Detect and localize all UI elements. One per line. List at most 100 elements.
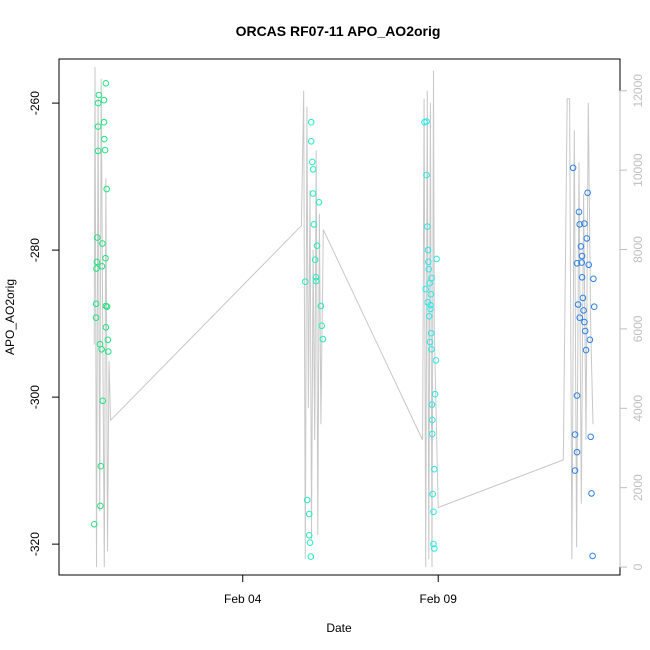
data-point (302, 278, 309, 286)
data-point (427, 305, 434, 313)
data-point (578, 274, 586, 281)
data-point (433, 255, 440, 263)
data-point (571, 431, 579, 438)
data-point (579, 294, 587, 302)
y2-tick-label: 0 (631, 563, 645, 570)
data-point (312, 274, 320, 281)
data-point (309, 190, 317, 197)
data-point (430, 508, 437, 516)
data-point (425, 265, 433, 273)
data-point (428, 401, 436, 408)
data-point (303, 496, 311, 504)
data-point (574, 301, 582, 308)
y-tick-label: -320 (28, 532, 42, 556)
data-point (431, 390, 439, 398)
data-point (97, 462, 105, 470)
y2-tick-label: 6000 (631, 315, 645, 342)
data-point (576, 221, 584, 228)
y2-tick-label: 10000 (631, 153, 645, 187)
data-point (98, 263, 106, 270)
data-point (424, 246, 432, 254)
data-point (99, 397, 107, 405)
data-point (587, 433, 595, 441)
data-point (93, 258, 101, 266)
series-4 (569, 164, 598, 560)
data-point (311, 256, 319, 264)
data-point (94, 147, 102, 155)
data-point (310, 221, 318, 228)
data-point (104, 336, 112, 344)
x-tick-label: Feb 04 (224, 592, 262, 606)
data-point (306, 539, 314, 547)
data-point (585, 261, 593, 269)
data-point (429, 430, 436, 438)
data-point (584, 189, 591, 197)
data-point (423, 118, 430, 125)
data-point (103, 303, 111, 311)
data-point (571, 467, 579, 474)
data-point (100, 118, 108, 126)
data-point (428, 346, 435, 353)
data-point (569, 164, 577, 172)
data-point (590, 303, 598, 311)
plot-frame (58, 58, 621, 576)
data-point (422, 285, 430, 293)
y-tick-label: -260 (28, 91, 42, 115)
data-point (590, 275, 597, 283)
data-point (98, 346, 105, 353)
data-point (313, 242, 321, 249)
data-point (424, 299, 432, 306)
data-point (305, 532, 313, 539)
y2-tick-label: 4000 (631, 395, 645, 422)
data-point (99, 240, 106, 247)
points-layer (90, 80, 598, 560)
data-point (102, 254, 109, 262)
x-axis-label: Date (326, 621, 352, 635)
data-point (581, 327, 589, 335)
data-point (431, 545, 438, 552)
y2-tick-label: 2000 (631, 474, 645, 501)
data-point (425, 313, 433, 320)
altitude-line (93, 66, 594, 568)
chart-title: ORCAS RF07-11 APO_AO2orig (236, 23, 441, 39)
data-point (431, 465, 438, 473)
x-tick-label: Feb 09 (420, 592, 458, 606)
data-point (309, 166, 317, 173)
data-point (309, 158, 316, 166)
data-point (429, 490, 437, 498)
data-point (94, 99, 102, 107)
data-point (92, 300, 100, 308)
data-point (430, 540, 437, 548)
data-point (586, 336, 594, 344)
data-point (318, 322, 326, 330)
y-tick-label: -280 (28, 238, 42, 262)
data-point (426, 338, 434, 346)
y-axis-right: 0 2000 4000 6000 8000 10000 12000 (619, 74, 645, 570)
data-point (312, 277, 320, 285)
series-1 (90, 80, 112, 528)
x-axis: Feb 04 Feb 09 (224, 574, 458, 606)
data-point (589, 552, 596, 560)
data-point (578, 259, 586, 266)
y2-tick-label: 12000 (631, 74, 645, 108)
altitude-layer (93, 66, 594, 568)
data-point (90, 521, 98, 528)
data-point (94, 234, 101, 241)
data-point (427, 290, 435, 298)
data-point (583, 235, 591, 242)
data-point (581, 220, 588, 227)
data-point (317, 302, 325, 310)
data-point (432, 357, 440, 364)
data-point (307, 553, 315, 560)
data-point (97, 502, 104, 510)
data-point (573, 260, 581, 267)
data-point (429, 416, 436, 424)
data-point (424, 223, 431, 230)
data-point (580, 307, 587, 314)
data-point (307, 138, 315, 145)
data-point (307, 118, 315, 126)
data-point (577, 243, 585, 250)
y-axis-label: APO_AO2orig (3, 279, 17, 355)
data-point (103, 185, 110, 193)
data-point (102, 324, 110, 331)
